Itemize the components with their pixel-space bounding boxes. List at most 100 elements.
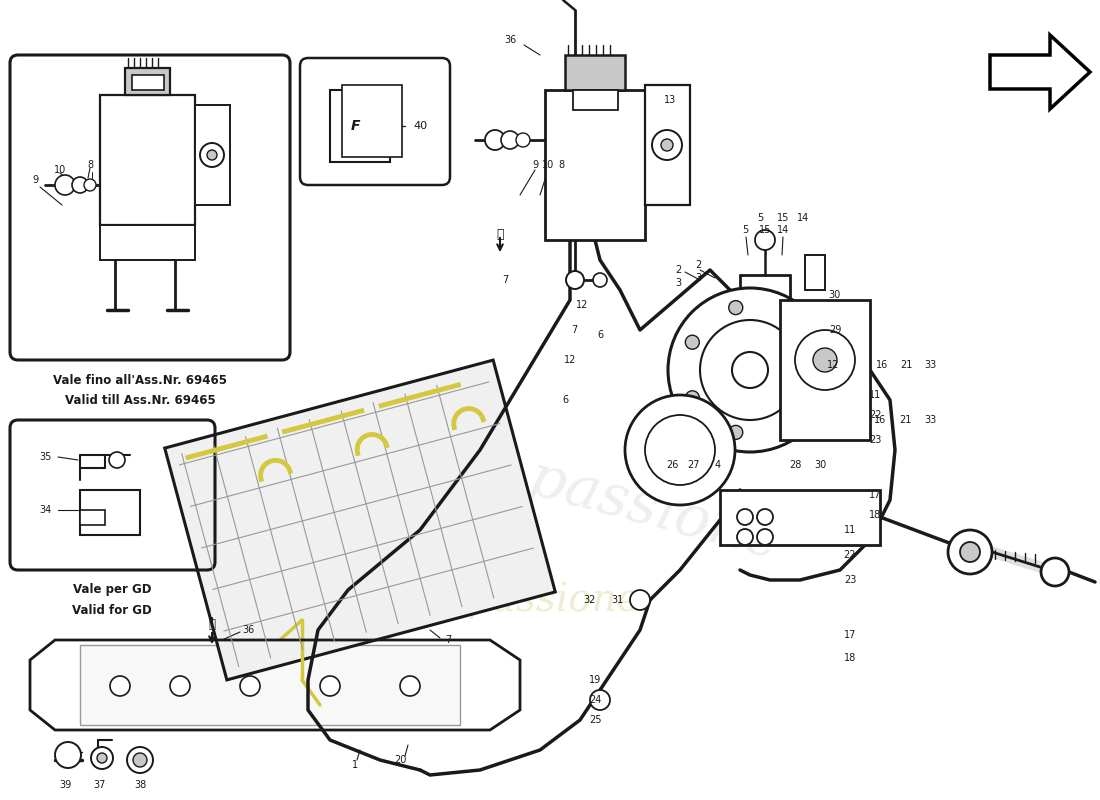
Line: 20 pts: 20 pts: [454, 409, 483, 427]
Point: [264, 405, 277, 414]
Point: [198, 405, 211, 414]
Point: [371, 443, 384, 453]
Point: [470, 443, 483, 453]
Point: [514, 587, 527, 597]
Bar: [80, 645, 460, 725]
Point: [297, 626, 310, 635]
Circle shape: [400, 676, 420, 696]
Bar: [100, 95, 195, 225]
Text: 11: 11: [869, 390, 881, 400]
Line: 2 pts: 2 pts: [277, 428, 334, 641]
Text: 14: 14: [777, 225, 789, 235]
Line: 2 pts: 2 pts: [179, 382, 488, 465]
Text: 32: 32: [584, 595, 596, 605]
Text: 10: 10: [542, 160, 554, 170]
Text: 26: 26: [666, 460, 679, 470]
Text: 9: 9: [32, 175, 39, 185]
Point: [397, 443, 410, 453]
Text: 9: 9: [532, 160, 538, 170]
Bar: [720, 490, 880, 545]
Line: 2 pts: 2 pts: [188, 437, 265, 458]
Circle shape: [109, 452, 125, 468]
Text: 15: 15: [777, 213, 789, 223]
Circle shape: [55, 175, 75, 195]
Point: [469, 450, 482, 460]
Point: [294, 439, 307, 449]
Circle shape: [485, 130, 505, 150]
Circle shape: [630, 590, 650, 610]
Text: 40: 40: [412, 121, 427, 131]
Text: 21: 21: [900, 360, 912, 370]
Line: 2 pts: 2 pts: [437, 386, 494, 598]
Text: 20: 20: [394, 755, 406, 765]
Circle shape: [948, 530, 992, 574]
Line: 2 pts: 2 pts: [405, 394, 462, 606]
Point: [330, 626, 343, 635]
Text: 2: 2: [695, 260, 701, 270]
Bar: [100, 225, 195, 260]
Point: [284, 410, 297, 420]
Point: [370, 446, 383, 455]
Line: 20 pts: 20 pts: [358, 434, 386, 454]
Point: [283, 435, 296, 445]
Circle shape: [795, 330, 855, 390]
Circle shape: [755, 230, 775, 250]
Point: [404, 410, 417, 420]
Point: [279, 436, 293, 446]
Point: [277, 437, 290, 446]
Point: [514, 544, 527, 554]
Point: [492, 438, 505, 447]
Circle shape: [729, 301, 743, 314]
Point: [494, 439, 507, 449]
Point: [194, 501, 207, 511]
Point: [372, 441, 385, 450]
Text: 36: 36: [504, 35, 516, 45]
Text: 31: 31: [610, 595, 623, 605]
Point: [363, 405, 376, 414]
Text: 21: 21: [899, 415, 911, 425]
Point: [473, 439, 486, 449]
Circle shape: [732, 352, 768, 388]
Circle shape: [737, 509, 754, 525]
Text: 12: 12: [827, 360, 839, 370]
Text: 22: 22: [844, 550, 856, 560]
Circle shape: [700, 320, 800, 420]
Point: [273, 439, 286, 449]
Point: [194, 544, 207, 554]
Point: [264, 626, 277, 635]
Text: 16: 16: [876, 360, 888, 370]
Bar: [80, 490, 140, 535]
Text: 23: 23: [844, 575, 856, 585]
Text: 6: 6: [597, 330, 603, 340]
Point: [270, 446, 283, 455]
Text: 25: 25: [588, 715, 602, 725]
Point: [397, 446, 410, 455]
Circle shape: [668, 288, 832, 452]
Text: 28: 28: [789, 460, 801, 470]
Text: Valid till Ass.Nr. 69465: Valid till Ass.Nr. 69465: [65, 394, 216, 406]
Point: [514, 415, 527, 425]
Text: 23: 23: [869, 435, 881, 445]
Point: [485, 435, 498, 445]
Point: [389, 437, 403, 446]
Circle shape: [661, 139, 673, 151]
Point: [298, 448, 311, 458]
Text: 4: 4: [715, 460, 722, 470]
Circle shape: [110, 676, 130, 696]
Point: [289, 437, 302, 446]
Bar: [544, 90, 645, 240]
Circle shape: [126, 747, 153, 773]
Point: [480, 436, 493, 446]
Point: [297, 405, 310, 414]
Line: 2 pts: 2 pts: [309, 420, 366, 632]
Point: [470, 446, 483, 455]
Text: 22: 22: [869, 410, 881, 420]
Circle shape: [645, 415, 715, 485]
Point: [204, 410, 217, 420]
Text: 27: 27: [686, 460, 700, 470]
Circle shape: [500, 131, 519, 149]
Point: [287, 436, 300, 446]
Point: [477, 437, 491, 446]
Point: [387, 436, 400, 446]
Text: 13: 13: [664, 95, 676, 105]
